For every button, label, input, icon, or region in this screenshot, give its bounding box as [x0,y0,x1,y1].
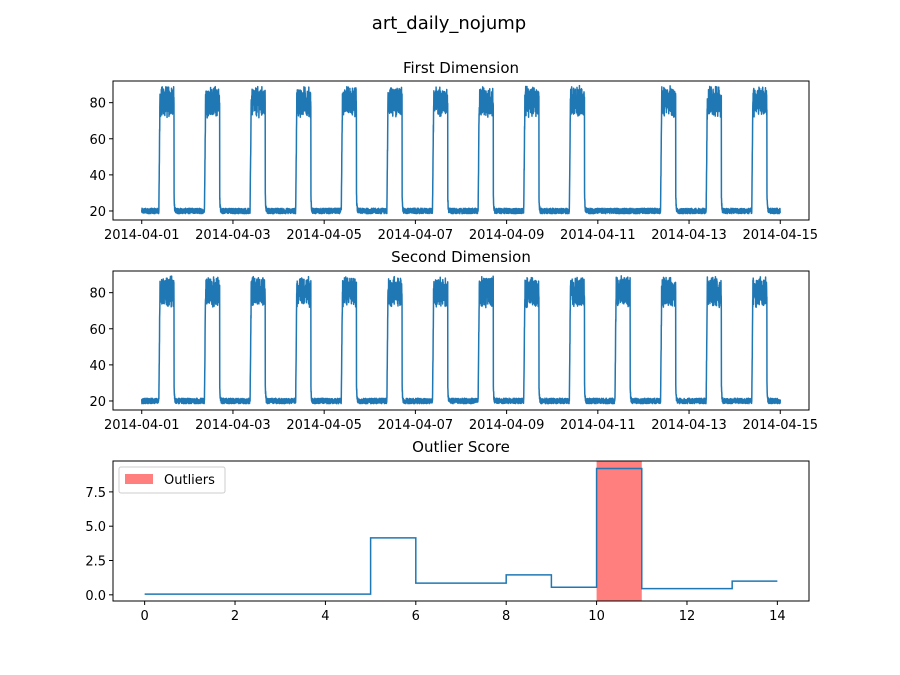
x-tick-label: 2014-04-15 [742,228,818,243]
x-tick-label: 2014-04-13 [651,228,727,243]
x-tick-label: 2014-04-05 [286,228,362,243]
x-tick-label: 8 [502,609,510,624]
y-tick-label: 40 [89,169,106,184]
subplot-title: First Dimension [403,59,519,77]
x-tick-label: 2014-04-03 [195,418,271,433]
x-tick-label: 2014-04-03 [195,228,271,243]
x-tick-label: 0 [140,609,148,624]
figure-suptitle: art_daily_nojump [372,13,526,34]
series-line [140,275,782,405]
y-tick-label: 20 [89,395,106,410]
x-tick-label: 2014-04-01 [104,418,180,433]
x-tick-label: 2014-04-15 [742,418,818,433]
y-tick-label: 7.5 [85,486,106,501]
x-tick-label: 2014-04-05 [286,418,362,433]
y-tick-label: 80 [89,97,106,112]
score-step-line [144,467,778,595]
x-tick-label: 2014-04-09 [469,418,545,433]
y-tick-label: 80 [89,287,106,302]
axes-frame [112,460,810,602]
axes-frame [112,80,810,221]
x-tick-label: 4 [321,609,329,624]
y-tick-label: 60 [89,133,106,148]
legend-swatch [125,474,153,484]
y-tick-label: 2.5 [85,555,106,570]
x-tick-label: 6 [412,609,420,624]
subplot-first-dimension: First Dimension 2014-04-01 2014-04-03 2014… [89,59,818,243]
x-tick-label: 12 [679,609,696,624]
y-tick-label: 5.0 [85,520,106,535]
x-tick-label: 2014-04-13 [651,418,727,433]
y-tick-label: 40 [89,359,106,374]
x-tick-label: 2014-04-07 [378,418,454,433]
legend: Outliers [118,466,226,494]
series-line [140,84,782,215]
x-tick-label: 2014-04-11 [560,418,636,433]
y-tick-label: 60 [89,323,106,338]
x-tick-label: 2014-04-09 [469,228,545,243]
x-tick-label: 14 [769,609,786,624]
subplot-second-dimension: Second Dimension 2014-04-01 2014-04-03 201… [89,248,818,433]
x-tick-label: 10 [588,609,605,624]
x-tick-label: 2014-04-11 [560,228,636,243]
subplot-title: Outlier Score [412,438,510,456]
legend-label: Outliers [164,473,215,488]
x-tick-label: 2014-04-07 [378,228,454,243]
axes-frame [112,270,810,411]
x-tick-label: 2014-04-01 [104,228,180,243]
subplot-title: Second Dimension [391,248,531,266]
outlier-region [596,461,642,601]
y-tick-label: 0.0 [85,589,106,604]
subplot-outlier-score: Outlier Score 0 2 4 6 8 10 12 14 0.0 2.5 5.0 7.5 Ou… [85,438,810,624]
x-tick-label: 2 [231,609,239,624]
y-tick-label: 20 [89,205,106,220]
legend-box [118,466,226,494]
